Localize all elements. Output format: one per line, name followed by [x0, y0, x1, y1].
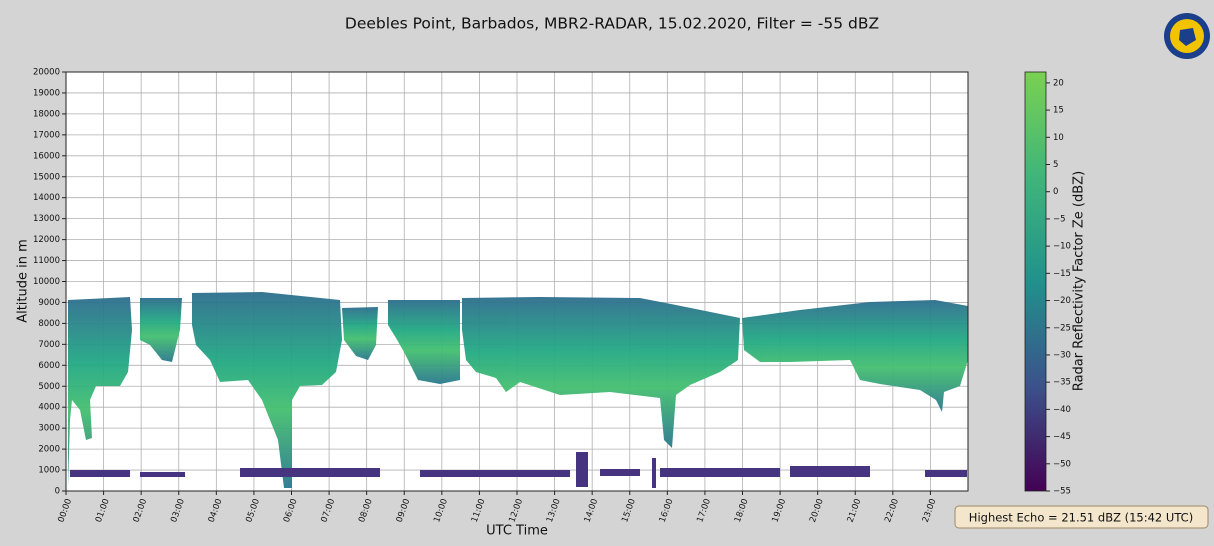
y-axis-label: Altitude in m	[16, 239, 31, 323]
y-tick-label: 4000	[38, 403, 60, 413]
colorbar-label: Radar Reflectivity Factor Ze (dBZ)	[1072, 171, 1087, 391]
y-tick-label: 17000	[33, 130, 60, 140]
x-tick-label: 04:00	[207, 497, 225, 523]
x-tick-label: 15:00	[620, 497, 638, 523]
y-tick-label: 11000	[33, 256, 60, 266]
x-tick-label: 12:00	[507, 497, 525, 523]
y-tick-label: 1000	[38, 466, 60, 476]
chart-title: Deebles Point, Barbados, MBR2-RADAR, 15.…	[345, 15, 879, 33]
x-tick-label: 23:00	[921, 497, 939, 523]
y-tick-label: 8000	[38, 319, 60, 329]
x-tick-label: 05:00	[244, 497, 262, 523]
x-axis-label: UTC Time	[486, 524, 548, 539]
y-tick-label: 9000	[38, 298, 60, 308]
y-tick-label: 14000	[33, 193, 60, 203]
y-tick-label: 13000	[33, 214, 60, 224]
y-tick-label: 12000	[33, 235, 60, 245]
x-tick-label: 20:00	[808, 497, 826, 523]
colorbar-tick-label: −10	[1053, 242, 1071, 252]
y-tick-label: 19000	[33, 88, 60, 98]
colorbar-tick-label: −45	[1053, 432, 1071, 442]
x-tick-label: 06:00	[282, 497, 300, 523]
y-tick-label: 3000	[38, 424, 60, 434]
colorbar-tick-label: 15	[1053, 106, 1064, 116]
x-tick-label: 07:00	[319, 497, 337, 523]
y-tick-label: 16000	[33, 151, 60, 161]
x-tick-label: 17:00	[695, 497, 713, 523]
logo	[1164, 13, 1210, 59]
x-tick-label: 08:00	[357, 497, 375, 523]
radar-echoes	[68, 292, 968, 488]
x-tick-label: 13:00	[545, 497, 563, 523]
colorbar-tick-label: 10	[1053, 133, 1064, 143]
colorbar-tick-label: −20	[1053, 296, 1071, 306]
x-tick-label: 02:00	[132, 497, 150, 523]
y-tick-label: 5000	[38, 382, 60, 392]
x-tick-label: 11:00	[470, 497, 488, 523]
x-tick-label: 00:00	[56, 497, 74, 523]
annotation-box	[954, 505, 1209, 529]
colorbar-tick-label: 0	[1053, 187, 1058, 197]
x-tick-label: 21:00	[846, 497, 864, 523]
x-tick-label: 10:00	[432, 497, 450, 523]
annotation: Highest Echo = 21.51 dBZ (15:42 UTC)	[969, 511, 1193, 525]
colorbar-tick-label: −30	[1053, 350, 1071, 360]
y-tick-label: 2000	[38, 445, 60, 455]
x-tick-label: 14:00	[583, 497, 601, 523]
y-tick-label: 10000	[33, 277, 60, 287]
x-tick-label: 03:00	[169, 497, 187, 523]
x-tick-label: 09:00	[395, 497, 413, 523]
x-tick-label: 19:00	[770, 497, 788, 523]
y-tick-label: 0	[55, 487, 60, 497]
colorbar-tick-label: −50	[1053, 459, 1071, 469]
colorbar-tick-label: 5	[1053, 160, 1058, 170]
colorbar-tick-label: −35	[1053, 378, 1071, 388]
low-clutter	[70, 452, 967, 488]
colorbar-tick-label: −25	[1053, 323, 1071, 333]
x-tick-label: 18:00	[733, 497, 751, 523]
y-tick-label: 18000	[33, 109, 60, 119]
colorbar-tick-label: −15	[1053, 269, 1071, 279]
y-tick-label: 20000	[33, 68, 60, 78]
y-tick-label: 6000	[38, 361, 60, 371]
x-tick-label: 22:00	[883, 497, 901, 523]
colorbar-tick-label: −55	[1053, 487, 1071, 497]
colorbar-tick-label: −40	[1053, 405, 1071, 415]
y-tick-label: 7000	[38, 340, 60, 350]
y-tick-label: 15000	[33, 172, 60, 182]
colorbar	[1024, 71, 1047, 492]
x-tick-label: 16:00	[658, 497, 676, 523]
colorbar-tick-label: 20	[1053, 78, 1064, 88]
colorbar-tick-label: −5	[1053, 214, 1066, 224]
x-tick-label: 01:00	[94, 497, 112, 523]
